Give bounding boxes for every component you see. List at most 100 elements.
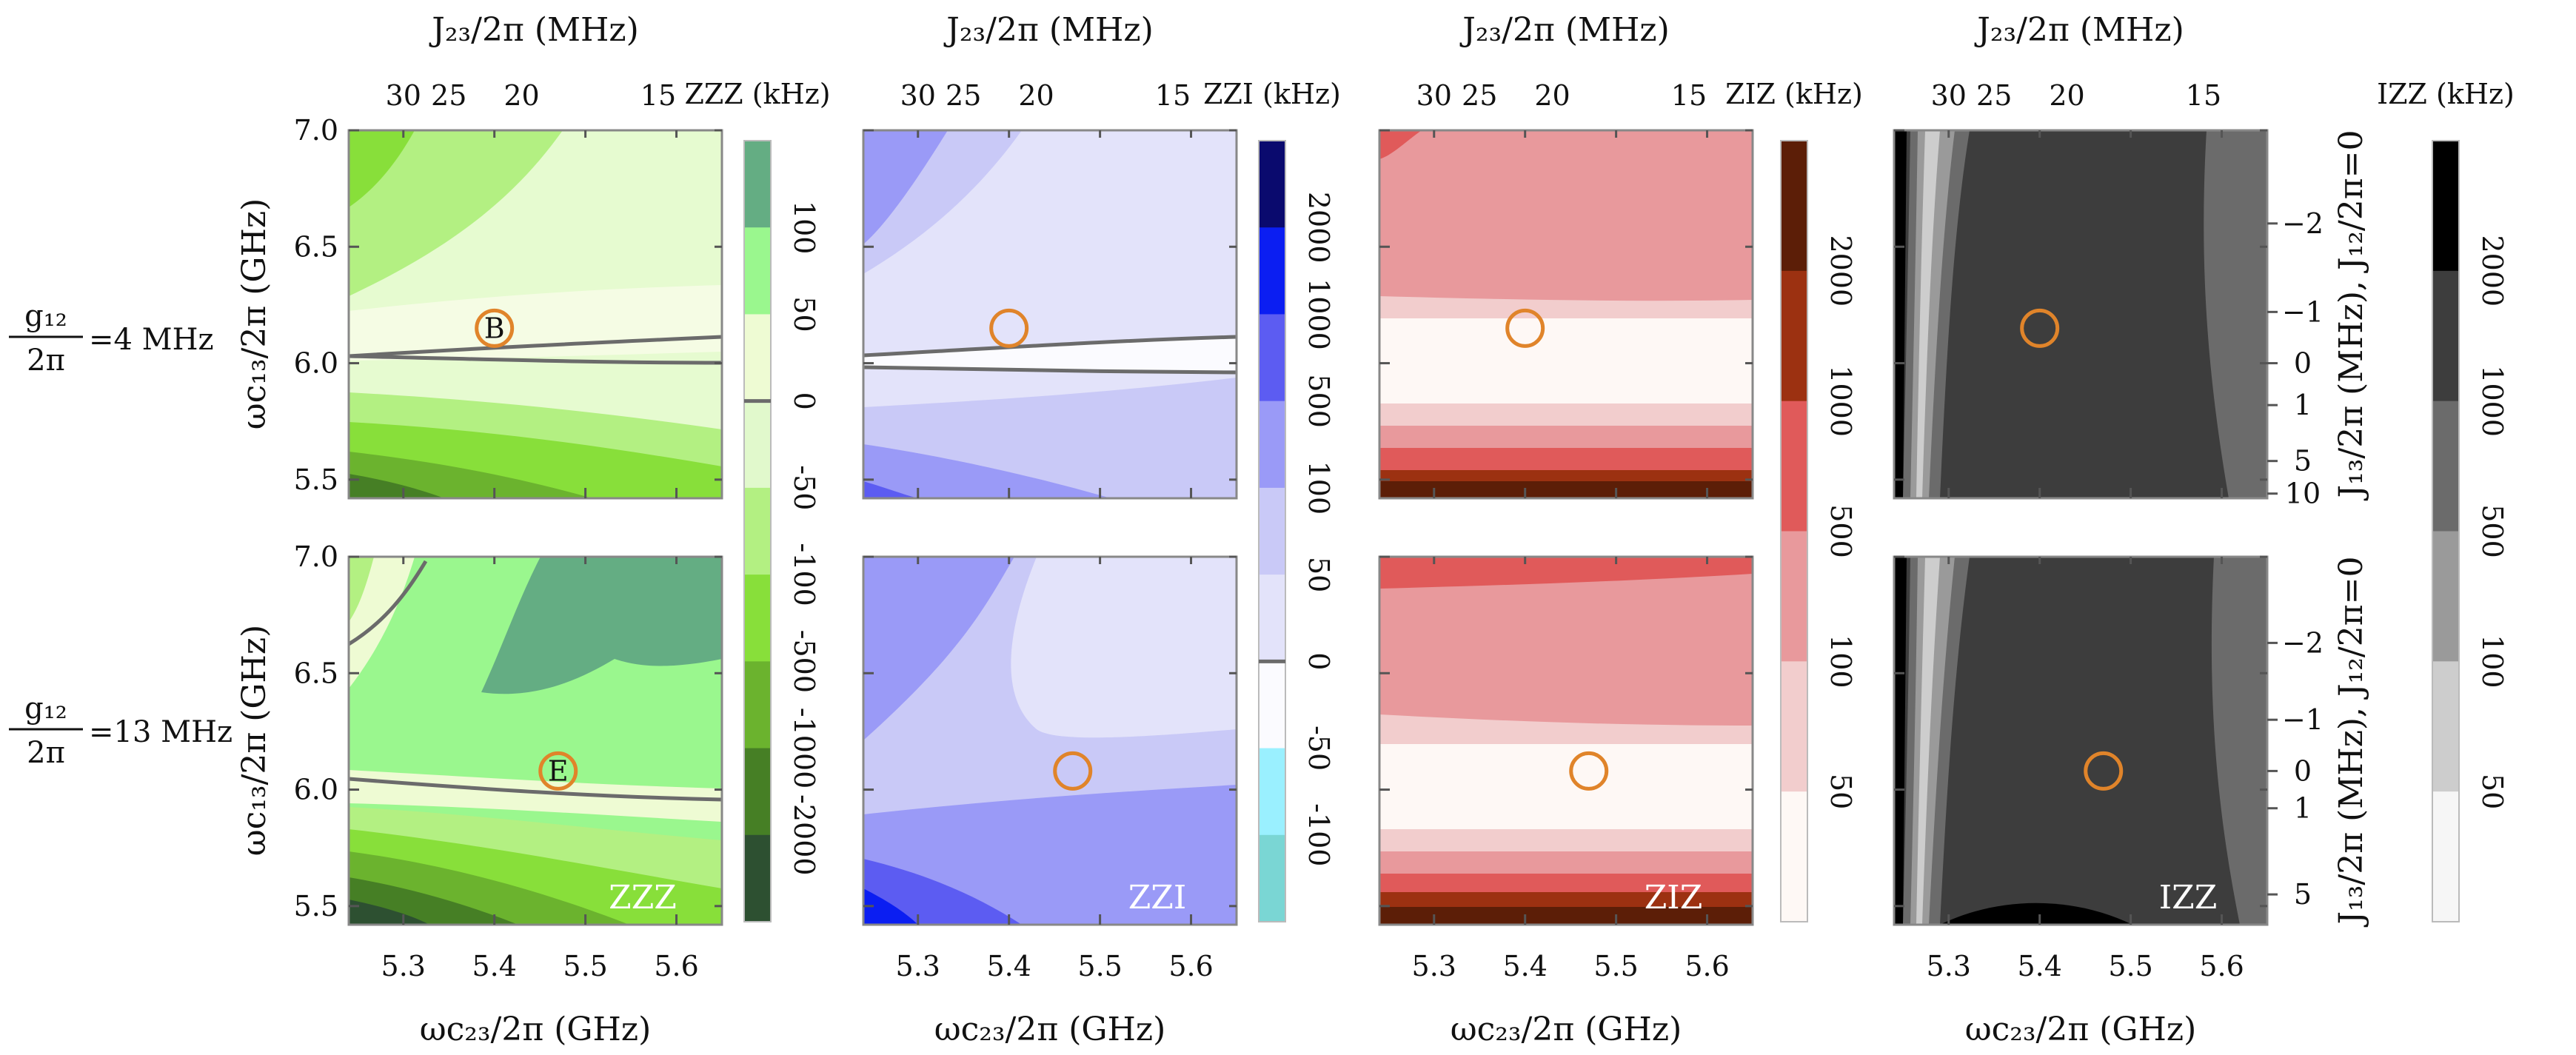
x-tick-label: 5.5 xyxy=(563,950,607,982)
x-tick-label: 5.5 xyxy=(1077,950,1122,982)
x-tick-label: 5.6 xyxy=(654,950,698,982)
colorbar-title: ZZI (kHz) xyxy=(1203,78,1341,110)
region xyxy=(1916,557,1940,925)
region xyxy=(1379,318,1753,407)
colorbar-frame xyxy=(2432,140,2460,922)
colorbar-tick-label: 1000 xyxy=(1302,278,1335,350)
colorbar-tick-label: -50 xyxy=(1302,726,1335,771)
colorbar-tick-label: 2000 xyxy=(2476,235,2509,307)
row-label-denominator: 2π xyxy=(27,344,65,378)
colorbar-tick-label: 100 xyxy=(788,201,820,255)
region xyxy=(349,130,415,207)
bottom-axis-title: ωc₂₃/2π (GHz) xyxy=(1451,1011,1682,1048)
panel-zzz-top xyxy=(349,130,722,498)
region xyxy=(2211,557,2267,925)
right-tick-label: 1 xyxy=(2294,792,2312,825)
operating-point-marker xyxy=(1569,751,1609,791)
region xyxy=(1379,744,1753,833)
operating-point-markers: BE xyxy=(475,308,2124,791)
colorbar-segment xyxy=(744,141,771,228)
x-tick-label: 5.5 xyxy=(2108,950,2152,982)
colorbar-segment xyxy=(2432,401,2459,532)
operating-point-marker xyxy=(989,308,1029,348)
panel-tag-zzi: ZZI xyxy=(1128,879,1187,917)
right-tick-label: 0 xyxy=(2294,347,2312,380)
colorbar-tick-label: 1000 xyxy=(1824,365,1857,437)
y-tick-label: 7.0 xyxy=(294,540,338,573)
region xyxy=(1379,426,1753,452)
row-label-text: =13 MHz xyxy=(89,715,232,749)
colorbar-tick-label: 500 xyxy=(2476,504,2509,558)
panel-frame xyxy=(862,129,1238,500)
top-tick-label: 25 xyxy=(1462,79,1497,112)
colorbar-tick-label: 50 xyxy=(2476,774,2509,809)
region xyxy=(349,557,374,622)
colorbar-segment xyxy=(744,227,771,315)
region xyxy=(1894,557,1907,925)
region xyxy=(1379,829,1753,851)
colorbar-segment xyxy=(744,661,771,749)
panel-zzi-bottom xyxy=(863,557,1237,925)
operating-point-marker xyxy=(2020,308,2060,348)
right-tick-label: 0 xyxy=(2294,754,2312,787)
panel-frame xyxy=(1378,555,1754,926)
region xyxy=(1379,874,1753,896)
panel-tag-ziz: ZIZ xyxy=(1645,879,1703,917)
region xyxy=(1011,557,1237,738)
colorbar-segment xyxy=(1259,487,1285,575)
region xyxy=(481,557,722,694)
colorbar-segment xyxy=(1259,748,1285,836)
top-tick-label: 15 xyxy=(2186,79,2221,112)
region xyxy=(863,557,1014,740)
region xyxy=(1379,130,1422,159)
colorbar-segment xyxy=(1781,270,1807,402)
y-tick-label: 7.0 xyxy=(294,114,338,147)
region xyxy=(1379,892,1753,911)
marker-label: B xyxy=(484,312,505,344)
x-tick-label: 5.4 xyxy=(2017,950,2061,982)
panel-frame xyxy=(1378,129,1754,500)
region xyxy=(1940,902,2132,925)
colorbar-frame xyxy=(743,140,772,922)
colorbar-segment xyxy=(744,487,771,575)
right-tick-label: 5 xyxy=(2294,445,2312,478)
region xyxy=(1379,448,1753,474)
top-tick-label: 15 xyxy=(640,79,676,112)
panel-frame xyxy=(862,555,1238,926)
colorbar-tick-label: -100 xyxy=(1302,803,1335,866)
y-tick-label: 6.5 xyxy=(294,657,338,689)
colorbar-segment xyxy=(744,575,771,662)
colorbar-tick-label: 500 xyxy=(1824,504,1857,558)
colorbar-segment xyxy=(2432,531,2459,662)
y-tick-label: 5.5 xyxy=(294,890,338,922)
x-tick-label: 5.6 xyxy=(1168,950,1213,982)
colorbar-tick-label: 50 xyxy=(1302,557,1335,592)
region xyxy=(1379,481,1753,498)
region xyxy=(863,481,918,498)
x-tick-label: 5.3 xyxy=(381,950,426,982)
colorbar-tick-label: 50 xyxy=(1824,774,1857,809)
colorbar-segment xyxy=(2432,791,2459,922)
region xyxy=(863,337,1237,372)
region xyxy=(863,130,948,244)
region xyxy=(1379,403,1753,429)
top-tick-label: 25 xyxy=(1976,79,2012,112)
colorbar-segment xyxy=(1259,661,1285,749)
colorbar-tick-label: 1000 xyxy=(2476,365,2509,437)
region xyxy=(349,452,592,498)
colorbar-tick-label: -500 xyxy=(788,630,820,693)
top-axis-title: J₂₃/2π (MHz) xyxy=(943,11,1154,49)
panel-tag-zzz: ZZZ xyxy=(609,879,677,917)
panel-ziz-top xyxy=(1379,130,1753,498)
bottom-axis-title: ωc₂₃/2π (GHz) xyxy=(1965,1011,2197,1048)
panel-izz-bottom xyxy=(1894,557,2267,925)
colorbar-tick-label: -100 xyxy=(788,543,820,606)
x-tick-label: 5.3 xyxy=(896,950,940,982)
right-tick-label: 10 xyxy=(2285,478,2321,510)
bottom-axis-title: ωc₂₃/2π (GHz) xyxy=(420,1011,652,1048)
contour-line xyxy=(863,335,1237,358)
colorbar-segment xyxy=(1259,401,1285,489)
colorbar-tick-label: -2000 xyxy=(788,794,820,876)
contour-line xyxy=(349,777,722,802)
colorbar-segment xyxy=(1781,141,1807,272)
